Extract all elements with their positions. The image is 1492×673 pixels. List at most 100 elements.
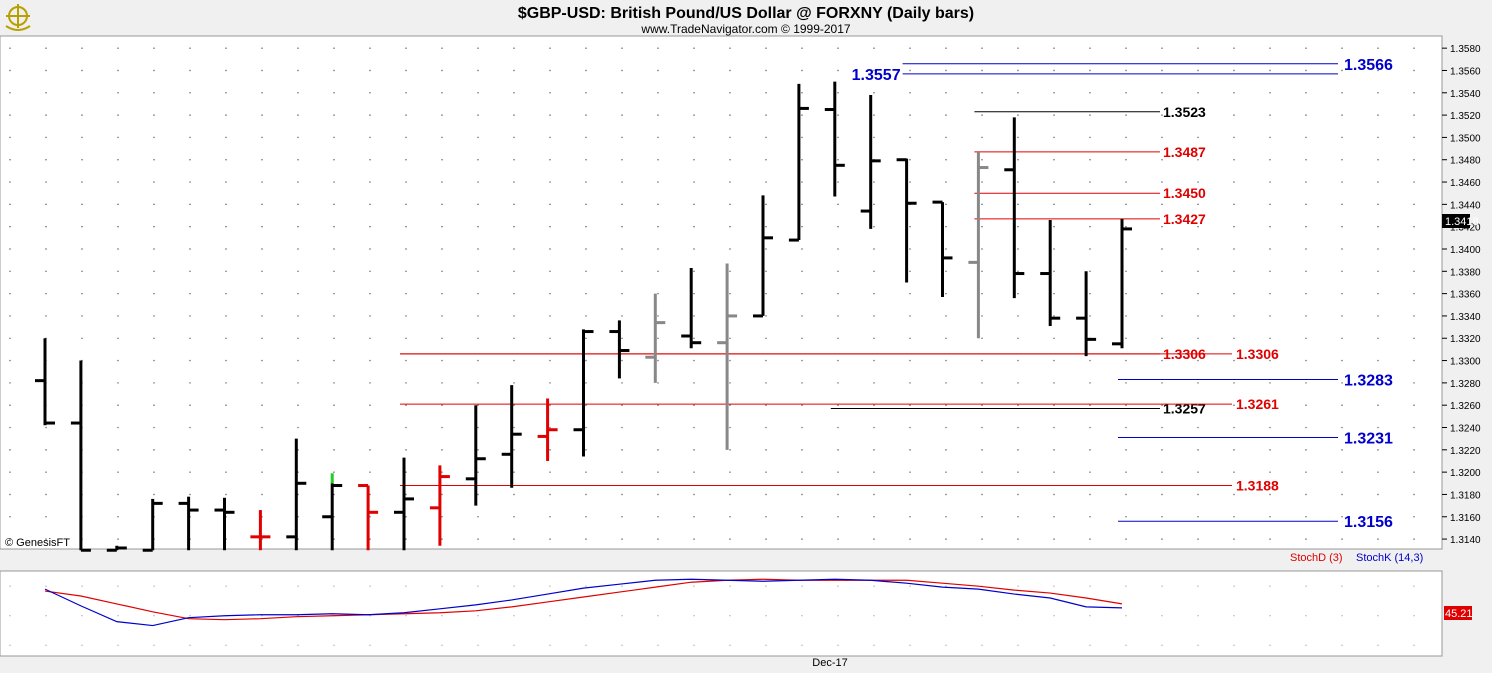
grid-dot [1053, 426, 1055, 429]
grid-dot [261, 270, 263, 273]
grid-dot [1305, 270, 1307, 273]
grid-dot [909, 114, 911, 116]
grid-dot [1197, 515, 1199, 518]
grid-dot [405, 181, 407, 183]
grid-dot [1053, 69, 1055, 72]
grid-dot [585, 203, 587, 206]
grid-dot [477, 337, 479, 340]
grid-dot [297, 292, 299, 295]
grid-dot [765, 114, 767, 116]
grid-dot [909, 292, 911, 295]
grid-dot [837, 47, 839, 49]
grid-dot [297, 203, 299, 206]
grid-dot [153, 181, 155, 183]
grid-dot [945, 114, 947, 116]
grid-dot [837, 315, 839, 317]
stoch-grid-dot [513, 644, 515, 646]
grid-dot [513, 114, 515, 116]
grid-dot [225, 136, 227, 139]
y-tick-label: 1.3200 [1450, 468, 1481, 479]
grid-dot [1053, 225, 1055, 228]
grid-dot [369, 47, 371, 49]
grid-dot [9, 471, 11, 473]
grid-dot [261, 292, 263, 295]
grid-dot [261, 315, 263, 317]
grid-dot [117, 47, 119, 49]
grid-dot [873, 471, 875, 473]
grid-dot [1017, 404, 1019, 406]
grid-dot [1233, 449, 1235, 451]
grid-dot [1053, 337, 1055, 340]
grid-dot [369, 181, 371, 183]
grid-dot [513, 471, 515, 473]
grid-dot [405, 91, 407, 94]
grid-dot [441, 203, 443, 206]
grid-dot [297, 248, 299, 250]
grid-dot [117, 248, 119, 250]
stoch-grid-dot [405, 615, 407, 617]
grid-dot [657, 382, 659, 384]
grid-dot [225, 47, 227, 49]
grid-dot [369, 471, 371, 473]
grid-dot [333, 292, 335, 295]
grid-dot [1197, 382, 1199, 384]
stoch-grid-dot [1377, 615, 1379, 617]
grid-dot [621, 515, 623, 518]
grid-dot [261, 337, 263, 340]
grid-dot [909, 359, 911, 362]
grid-dot [1305, 203, 1307, 206]
stoch-grid-dot [801, 615, 803, 617]
level-label: 1.3231 [1344, 431, 1393, 448]
stoch-grid-dot [1161, 585, 1163, 587]
grid-dot [981, 248, 983, 250]
grid-dot [9, 538, 11, 540]
grid-dot [873, 337, 875, 340]
grid-dot [225, 158, 227, 161]
grid-dot [621, 181, 623, 183]
stoch-grid-dot [1197, 644, 1199, 646]
grid-dot [1269, 47, 1271, 49]
grid-dot [549, 203, 551, 206]
grid-dot [585, 404, 587, 406]
grid-dot [585, 181, 587, 183]
grid-dot [81, 91, 83, 94]
stoch-grid-dot [117, 644, 119, 646]
grid-dot [981, 292, 983, 295]
grid-dot [441, 47, 443, 49]
grid-dot [765, 158, 767, 161]
stoch-grid-dot [1269, 615, 1271, 617]
grid-dot [1053, 181, 1055, 183]
grid-dot [405, 292, 407, 295]
grid-dot [1413, 270, 1415, 273]
grid-dot [1017, 493, 1019, 496]
grid-dot [513, 181, 515, 183]
grid-dot [765, 225, 767, 228]
grid-dot [117, 471, 119, 473]
grid-dot [45, 136, 47, 139]
grid-dot [477, 270, 479, 273]
grid-dot [477, 315, 479, 317]
grid-dot [45, 225, 47, 228]
grid-dot [981, 538, 983, 540]
stoch-grid-dot [837, 585, 839, 587]
grid-dot [729, 493, 731, 496]
grid-dot [801, 359, 803, 362]
grid-dot [909, 515, 911, 518]
grid-dot [657, 203, 659, 206]
stoch-grid-dot [261, 644, 263, 646]
grid-dot [261, 359, 263, 362]
grid-dot [261, 449, 263, 451]
grid-dot [801, 449, 803, 451]
grid-dot [837, 69, 839, 72]
grid-dot [1125, 337, 1127, 340]
grid-dot [153, 136, 155, 139]
ohlc-bar [35, 338, 55, 426]
grid-dot [873, 47, 875, 49]
stoch-grid-dot [693, 615, 695, 617]
stoch-grid-dot [909, 644, 911, 646]
stoch-grid-dot [1125, 615, 1127, 617]
grid-dot [1341, 69, 1343, 72]
grid-dot [873, 449, 875, 451]
grid-dot [657, 337, 659, 340]
grid-dot [333, 248, 335, 250]
